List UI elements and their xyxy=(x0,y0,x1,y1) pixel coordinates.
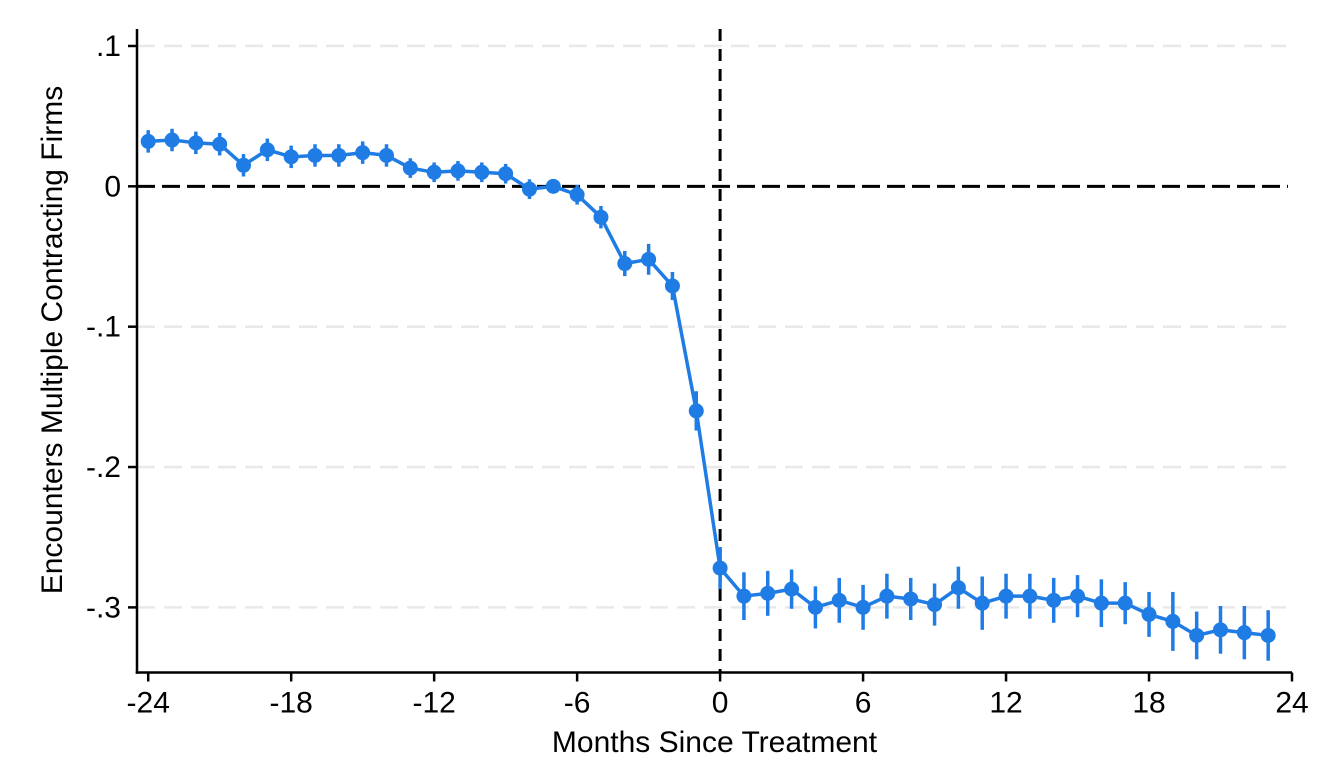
x-tick-label: 24 xyxy=(1275,687,1308,720)
data-point xyxy=(283,149,299,165)
data-point xyxy=(355,145,371,161)
data-point xyxy=(450,163,466,179)
data-point xyxy=(855,599,871,615)
data-point xyxy=(664,278,680,294)
axis-ticks xyxy=(128,44,1294,682)
data-point xyxy=(736,588,752,604)
data-point xyxy=(1189,627,1205,643)
data-point xyxy=(259,142,275,158)
axes xyxy=(135,29,1292,674)
data-point xyxy=(712,560,728,576)
reference-lines xyxy=(137,29,1288,673)
data-point xyxy=(307,147,323,163)
data-point xyxy=(1070,588,1086,604)
data-point xyxy=(760,585,776,601)
gridlines xyxy=(137,44,1286,609)
data-point xyxy=(426,164,442,180)
data-point xyxy=(998,588,1014,604)
x-axis-title: Months Since Treatment xyxy=(552,726,878,759)
data-point xyxy=(498,166,514,182)
data-point xyxy=(641,251,657,267)
data-point xyxy=(1022,588,1038,604)
data-point xyxy=(164,132,180,148)
y-tick-label: -.3 xyxy=(86,591,121,624)
data-point xyxy=(474,164,490,180)
data-point xyxy=(688,403,704,419)
data-point xyxy=(402,160,418,176)
x-tick-label: -18 xyxy=(269,687,312,720)
series-markers xyxy=(140,132,1276,643)
y-tick-label: .1 xyxy=(96,30,121,63)
data-point xyxy=(188,135,204,151)
x-tick-label: 6 xyxy=(855,687,872,720)
y-tick-label: -.1 xyxy=(86,311,121,344)
data-point xyxy=(974,595,990,611)
data-point xyxy=(1093,595,1109,611)
x-tick-label: 0 xyxy=(712,687,729,720)
data-point xyxy=(212,136,228,152)
x-tick-label: 18 xyxy=(1132,687,1165,720)
data-point xyxy=(1141,606,1157,622)
series-line xyxy=(146,138,1270,638)
x-tick-label: -6 xyxy=(564,687,591,720)
data-point xyxy=(1046,592,1062,608)
data-point xyxy=(831,592,847,608)
x-tick-label: -12 xyxy=(412,687,455,720)
data-point xyxy=(903,591,919,607)
data-point xyxy=(784,581,800,597)
y-axis-title: Encounters Multiple Contracting Firms xyxy=(36,86,69,595)
data-point xyxy=(378,147,394,163)
series-polyline xyxy=(146,138,1270,638)
y-tick-label: -.2 xyxy=(86,451,121,484)
axis-tick-labels: -24 -18 -12 -6 0 6 12 18 24 .1 0 -.1 -.2 -.3 xyxy=(86,30,1309,720)
confidence-intervals xyxy=(146,128,1270,661)
data-point xyxy=(1165,613,1181,629)
x-tick-label: 12 xyxy=(989,687,1022,720)
data-point xyxy=(1236,625,1252,641)
data-point xyxy=(1213,622,1229,638)
data-point xyxy=(331,147,347,163)
data-point xyxy=(593,209,609,225)
y-tick-label: 0 xyxy=(104,170,121,203)
data-point xyxy=(236,157,252,173)
data-point xyxy=(1260,627,1276,643)
x-tick-label: -24 xyxy=(127,687,170,720)
data-point xyxy=(617,256,633,272)
data-point xyxy=(545,178,561,194)
data-point xyxy=(927,597,943,613)
data-point xyxy=(950,580,966,596)
data-point xyxy=(807,599,823,615)
data-point xyxy=(140,133,156,149)
data-point xyxy=(1117,595,1133,611)
data-point xyxy=(879,588,895,604)
data-point xyxy=(569,187,585,203)
data-point xyxy=(521,181,537,197)
